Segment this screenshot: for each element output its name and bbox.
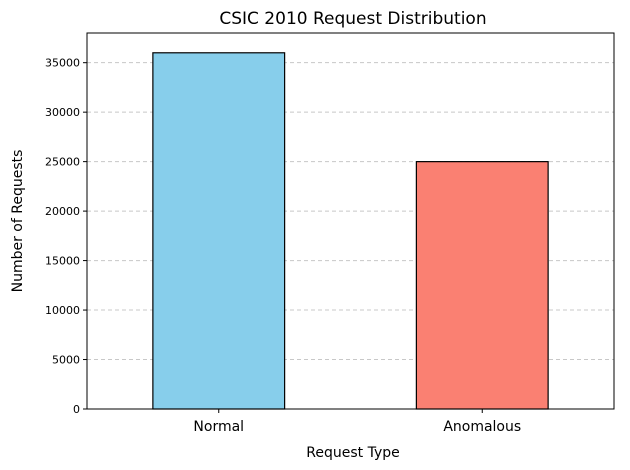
y-tick-label: 35000: [45, 57, 80, 70]
x-tick-label: Normal: [193, 419, 244, 435]
y-tick-label: 15000: [45, 255, 80, 268]
x-tick-label: Anomalous: [443, 419, 521, 435]
y-axis-ticks: 0 5000 10000 15000 20000 25000 30000 35000: [45, 57, 87, 416]
x-axis-title: Request Type: [306, 445, 399, 461]
y-axis-title: Number of Requests: [10, 150, 26, 293]
bar-anomalous: [415, 161, 549, 410]
chart-title: CSIC 2010 Request Distribution: [219, 9, 486, 29]
bars: [152, 52, 549, 410]
y-tick-label: 20000: [45, 205, 80, 218]
x-axis-ticks: Normal Anomalous: [193, 409, 521, 435]
y-tick-label: 10000: [45, 304, 80, 317]
y-tick-label: 5000: [52, 354, 80, 367]
y-tick-label: 0: [73, 403, 80, 416]
y-tick-label: 25000: [45, 156, 80, 169]
y-tick-label: 30000: [45, 106, 80, 119]
plot-frame: [86, 32, 615, 410]
bar-normal: [152, 52, 286, 410]
